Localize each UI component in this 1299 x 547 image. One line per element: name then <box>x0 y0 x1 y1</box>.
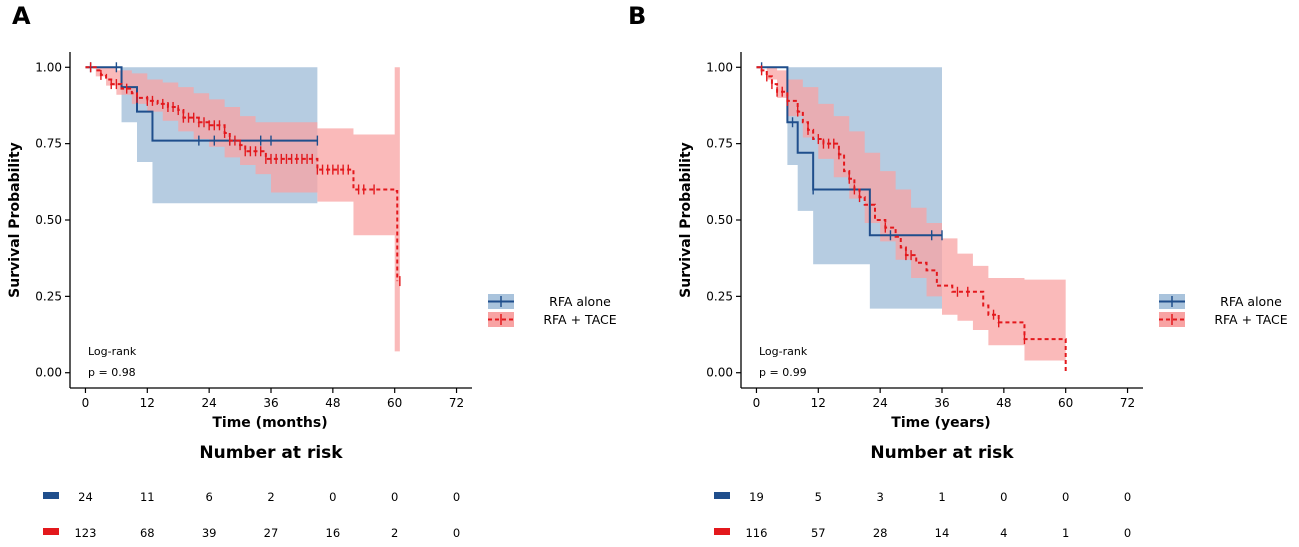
risk-count-rfa-alone: 11 <box>140 490 155 504</box>
risk-count-rfa-alone: 1 <box>938 490 945 504</box>
x-tick-label: 0 <box>82 396 90 410</box>
y-tick-label: 0.50 <box>706 213 733 227</box>
risk-count-rfa-tace: 1 <box>1062 526 1069 540</box>
y-tick-label: 0.25 <box>706 289 733 303</box>
risk-swatch-rfa-tace <box>714 528 730 535</box>
x-tick-label: 72 <box>1120 396 1135 410</box>
confidence-bands <box>756 67 1066 361</box>
risk-count-rfa-alone: 24 <box>78 490 93 504</box>
risk-count-rfa-tace: 123 <box>74 526 96 540</box>
legend-label-rfa-alone: RFA alone <box>1220 294 1282 309</box>
x-tick-label: 60 <box>387 396 402 410</box>
legend-item-rfa-tace: RFA + TACE <box>1159 312 1288 327</box>
risk-swatch-rfa-tace <box>43 528 59 535</box>
x-tick-label: 24 <box>873 396 888 410</box>
confidence-bands <box>85 67 400 352</box>
risk-table-title: Number at risk <box>199 443 343 463</box>
risk-count-rfa-tace: 57 <box>811 526 826 540</box>
y-tick-label: 0.50 <box>35 213 62 227</box>
risk-count-rfa-tace: 27 <box>264 526 279 540</box>
y-tick-label: 0.00 <box>35 366 62 380</box>
y-tick-label: 0.00 <box>706 366 733 380</box>
legend-label-rfa-tace: RFA + TACE <box>543 312 616 327</box>
risk-count-rfa-alone: 0 <box>1062 490 1069 504</box>
y-tick-label: 0.75 <box>706 137 733 151</box>
x-tick-label: 12 <box>811 396 826 410</box>
risk-count-rfa-alone: 0 <box>329 490 336 504</box>
risk-count-rfa-tace: 2 <box>391 526 398 540</box>
axis-ticks: 0 12 24 36 48 60 72 0.00 0.25 0.50 0.75 1.00 <box>706 60 1135 410</box>
panel-a: A 0 12 24 36 48 60 720.000.250.500.751.00 Surv… <box>7 2 617 540</box>
x-tick-label: 72 <box>449 396 464 410</box>
risk-count-rfa-alone: 0 <box>391 490 398 504</box>
legend-item-rfa-alone: RFA alone <box>1159 294 1282 309</box>
risk-count-rfa-alone: 0 <box>453 490 460 504</box>
legend-label-rfa-tace: RFA + TACE <box>1214 312 1287 327</box>
legend: RFA alone RFA + TACE <box>488 294 617 327</box>
x-axis-label: Time (months) <box>212 415 327 431</box>
risk-count-rfa-tace: 68 <box>140 526 155 540</box>
risk-count-rfa-tace: 16 <box>326 526 341 540</box>
panel-b: B 0 12 24 36 48 60 72 0.00 0.25 0.50 0.75 1.00 Surv… <box>628 2 1288 540</box>
x-tick-label: 60 <box>1058 396 1073 410</box>
x-tick-label: 36 <box>934 396 949 410</box>
x-tick-label: 24 <box>202 396 217 410</box>
x-tick-label: 0 <box>753 396 761 410</box>
legend: RFA alone RFA + TACE <box>1159 294 1288 327</box>
y-axis-label: Survival Probability <box>7 142 23 298</box>
risk-count-rfa-tace: 0 <box>1124 526 1131 540</box>
legend-label-rfa-alone: RFA alone <box>549 294 611 309</box>
risk-count-rfa-tace: 116 <box>745 526 767 540</box>
risk-count-rfa-alone: 3 <box>876 490 883 504</box>
survival-curves <box>756 62 1067 373</box>
x-axis-label: Time (years) <box>891 415 990 431</box>
logrank-pvalue: p = 0.98 <box>88 366 136 379</box>
y-axis-label: Survival Probability <box>678 142 694 298</box>
risk-count-rfa-tace: 28 <box>873 526 888 540</box>
risk-count-rfa-alone: 0 <box>1000 490 1007 504</box>
risk-swatch-rfa-alone <box>43 492 59 499</box>
risk-count-rfa-alone: 5 <box>815 490 822 504</box>
x-tick-label: 12 <box>140 396 155 410</box>
x-tick-label: 48 <box>996 396 1011 410</box>
risk-count-rfa-tace: 0 <box>453 526 460 540</box>
x-tick-label: 36 <box>263 396 278 410</box>
y-tick-label: 1.00 <box>706 60 733 74</box>
ci-band-rfa-tace <box>85 67 400 352</box>
axis-ticks: 0 12 24 36 48 60 72 0.00 0.25 0.50 0.75 1.00 <box>35 60 464 410</box>
y-tick-label: 1.00 <box>35 60 62 74</box>
logrank-label: Log-rank <box>759 345 808 358</box>
risk-count-rfa-alone: 0 <box>1124 490 1131 504</box>
risk-table-title: Number at risk <box>870 443 1014 463</box>
risk-count-rfa-tace: 4 <box>1000 526 1007 540</box>
risk-count-rfa-tace: 14 <box>935 526 950 540</box>
panel-letter-a: A <box>12 2 31 30</box>
risk-count-rfa-tace: 39 <box>202 526 217 540</box>
legend-item-rfa-tace: RFA + TACE <box>488 312 617 327</box>
risk-count-rfa-alone: 6 <box>205 490 212 504</box>
risk-swatch-rfa-alone <box>714 492 730 499</box>
risk-count-rfa-alone: 2 <box>267 490 274 504</box>
y-tick-label: 0.75 <box>35 137 62 151</box>
panel-letter-b: B <box>628 2 646 30</box>
logrank-label: Log-rank <box>88 345 137 358</box>
survival-curves <box>85 62 401 287</box>
risk-table: 24 11 6 2 0 0 0 123 68 39 27 16 2 0 <box>74 490 460 540</box>
x-tick-label: 48 <box>325 396 340 410</box>
y-tick-label: 0.25 <box>35 289 62 303</box>
risk-table: 19 5 3 1 0 0 0 116 57 28 14 4 1 0 <box>745 490 1131 540</box>
risk-count-rfa-alone: 19 <box>749 490 764 504</box>
legend-item-rfa-alone: RFA alone <box>488 294 611 309</box>
survival-curve-rfa-tace <box>85 66 399 282</box>
logrank-pvalue: p = 0.99 <box>759 366 807 379</box>
